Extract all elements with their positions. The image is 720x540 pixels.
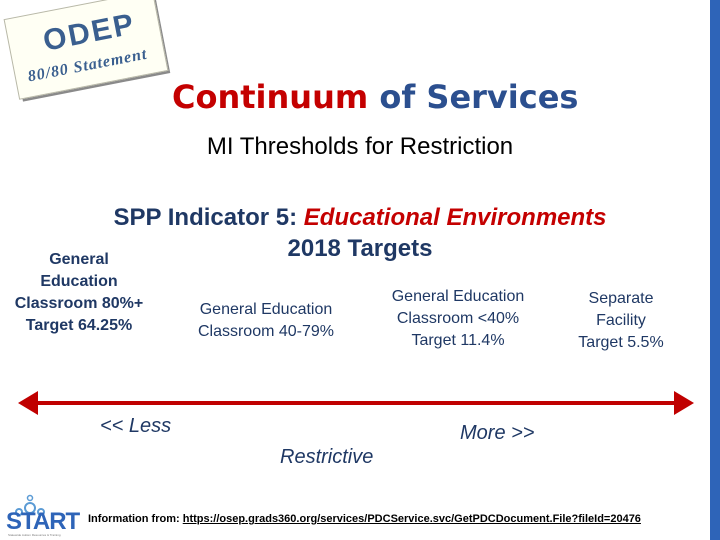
category-gen-ed-80: General Education Classroom 80%+ Target … — [4, 249, 154, 337]
scale-more-label: More >> — [460, 422, 535, 444]
start-logo-icon — [15, 494, 45, 516]
start-logo: START — [6, 508, 80, 535]
category-line: Education — [40, 273, 118, 290]
indicator-prefix: SPP Indicator 5: — [113, 204, 304, 231]
axis-arrowhead-left — [18, 391, 38, 415]
indicator-line-2: 2018 Targets — [287, 235, 433, 262]
category-line: Target 11.4% — [411, 332, 505, 349]
source-citation: Information from: https://osep.grads360.… — [88, 513, 641, 525]
category-gen-ed-under-40: General Education Classroom <40% Target … — [368, 286, 548, 352]
side-accent-strip — [710, 0, 720, 540]
category-line: General — [49, 251, 109, 268]
odep-badge: ODEP 80/80 Statement — [3, 0, 169, 100]
restriction-axis-arrow — [18, 391, 694, 415]
indicator-emphasis: Educational Environments — [303, 204, 607, 231]
category-separate-facility: Separate Facility Target 5.5% — [556, 288, 686, 354]
scale-restrictive-label: Restrictive — [280, 446, 374, 468]
source-link[interactable]: https://osep.grads360.org/services/PDCSe… — [182, 513, 641, 525]
category-line: Target 5.5% — [578, 334, 664, 351]
start-logo-tagline: Statewide Autism Resources & Training — [8, 533, 61, 537]
category-line: Classroom 40-79% — [197, 323, 335, 340]
category-line: Facility — [596, 312, 646, 329]
category-line: General Education — [199, 301, 333, 318]
category-line: Classroom 80%+ — [14, 295, 144, 312]
category-line: Separate — [588, 290, 654, 307]
indicator-heading: SPP Indicator 5: Educational Environment… — [0, 202, 720, 264]
title-emphasis: Continuum — [172, 78, 369, 116]
title-rest: of Services — [368, 78, 579, 116]
axis-arrowhead-right — [674, 391, 694, 415]
category-gen-ed-40-79: General Education Classroom 40-79% — [176, 299, 356, 343]
category-line: Classroom <40% — [396, 310, 520, 327]
scale-less-label: << Less — [100, 415, 172, 437]
category-line: General Education — [391, 288, 525, 305]
source-label: Information from: — [88, 513, 183, 525]
slide-title: Continuum of Services — [172, 78, 578, 116]
indicator-line-1: SPP Indicator 5: Educational Environment… — [0, 202, 720, 233]
category-line: Target 64.25% — [25, 317, 133, 334]
slide-subtitle: MI Thresholds for Restriction — [206, 133, 514, 160]
